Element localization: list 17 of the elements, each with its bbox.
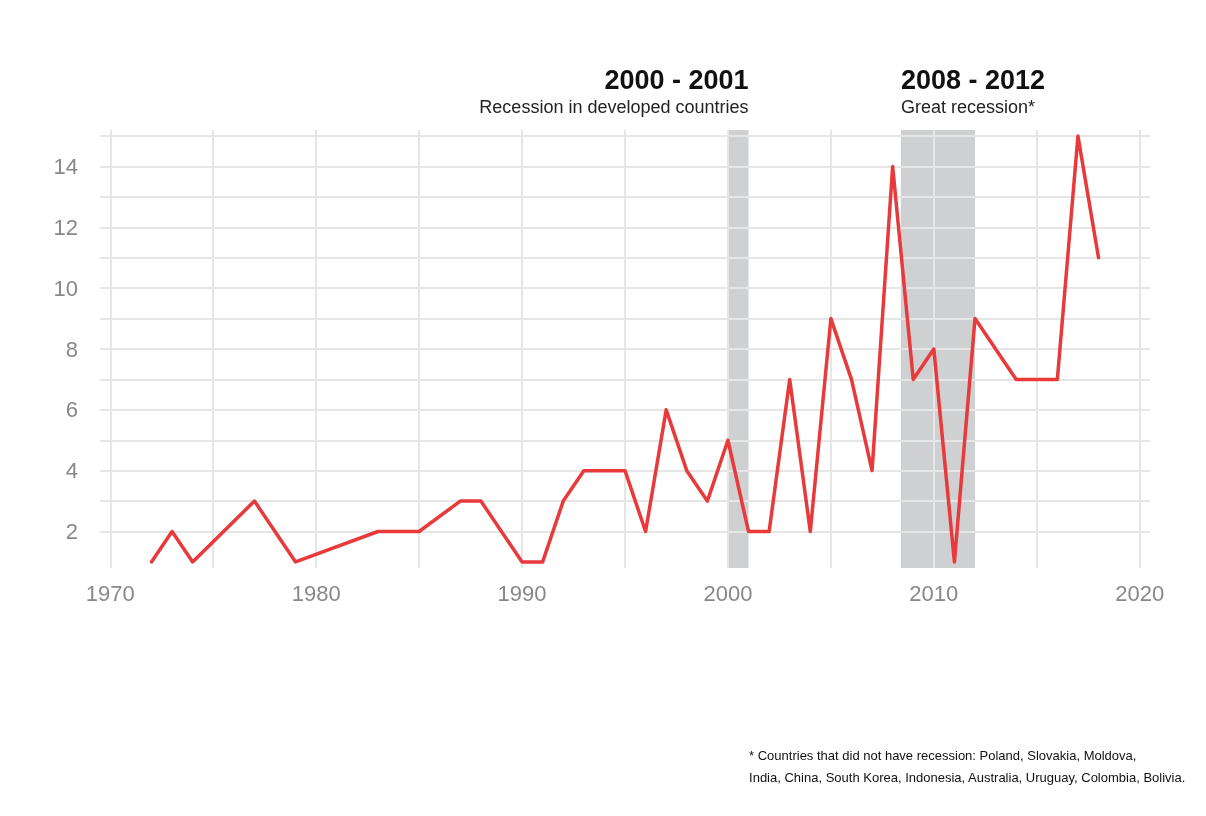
x-tick-label: 2000 [703, 580, 753, 606]
text: * Countries that did not have recession: Poland, Slovakia, Moldova, India, China, South Korea, Indonesia, Australia, Uruguay, Colombia, Bolivia. [749, 747, 1186, 785]
y-tick-label: 6 [65, 397, 78, 423]
y-tick-label: 10 [53, 275, 78, 301]
band-label: 2008 - 2012 Great recession* [900, 65, 1046, 117]
x-tick-label: 1990 [497, 580, 547, 606]
y-tick-label: 8 [65, 336, 78, 362]
line-series [149, 134, 1101, 564]
x-tick-label: 2020 [1115, 580, 1165, 606]
y-tick-label: 12 [53, 214, 78, 240]
band-label: 2000 - 2001 Recession in developed countries [479, 65, 749, 117]
x-tick-label: 2010 [909, 580, 959, 606]
x-tick-label: 1980 [291, 580, 341, 606]
y-tick-label: 14 [53, 154, 78, 179]
x-tick-label: 1970 [85, 580, 135, 606]
y-tick-label: 2 [65, 519, 78, 544]
y-tick-label: 4 [65, 458, 78, 484]
